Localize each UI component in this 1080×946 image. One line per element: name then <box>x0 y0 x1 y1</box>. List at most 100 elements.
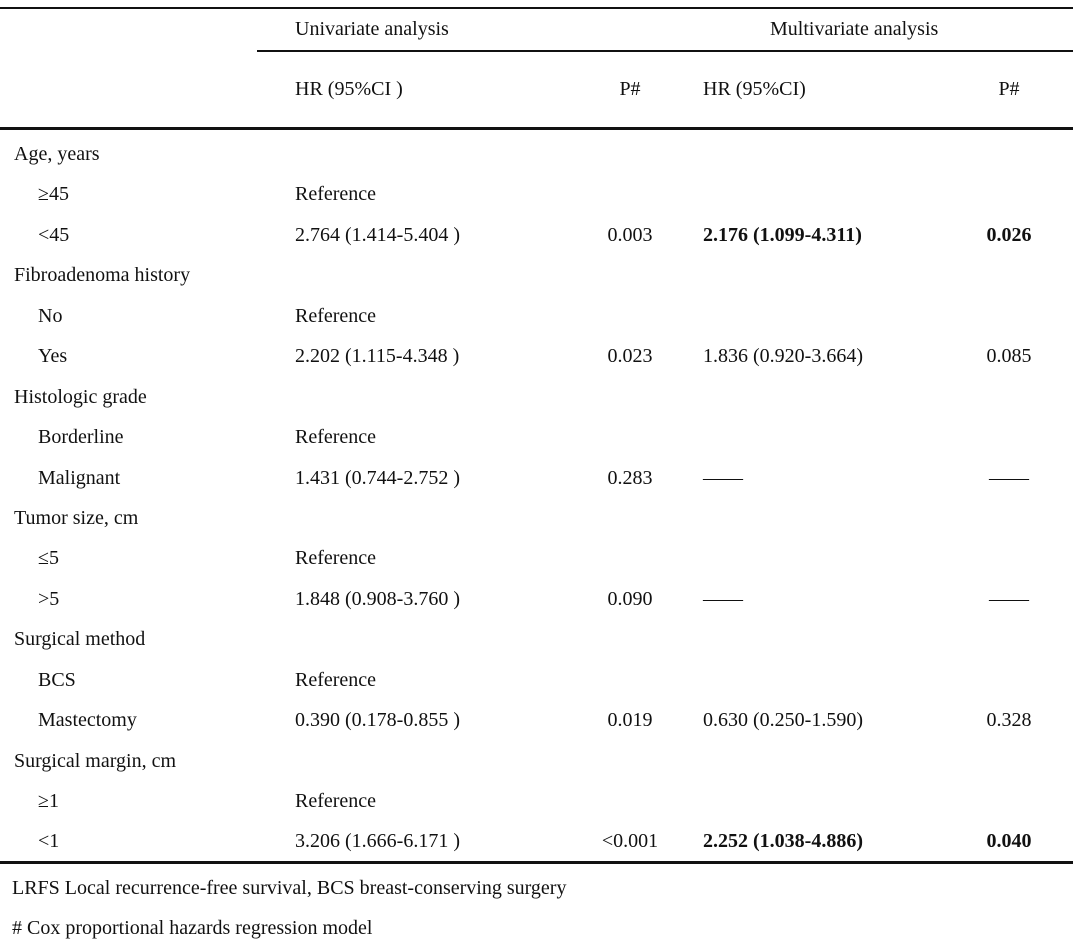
multi-hr-value <box>690 619 945 659</box>
column-header-uni-hr: HR (95%CI ) <box>295 78 403 100</box>
bottom-rule <box>0 861 1073 864</box>
group-header-spacer <box>0 9 281 50</box>
uni-p-value <box>570 781 690 821</box>
row-label: No <box>38 304 63 327</box>
column-header-row: HR (95%CI ) P# HR (95%CI) P# <box>0 52 1073 127</box>
footnote-abbreviations: LRFS Local recurrence-free survival, BCS… <box>12 877 567 899</box>
row-label: Yes <box>38 345 68 368</box>
multi-p-value: —— <box>989 466 1029 489</box>
row-label: Mastectomy <box>38 709 137 732</box>
uni-hr-value: Reference <box>295 547 377 570</box>
multi-p-value: 0.040 <box>986 830 1032 853</box>
column-header-multi-hr: HR (95%CI) <box>703 78 806 100</box>
uni-p-value <box>570 417 690 457</box>
uni-hr-value: Reference <box>295 790 377 812</box>
column-header-spacer <box>0 52 281 127</box>
table-row: Surgical method <box>0 619 1073 659</box>
row-label: Age, years <box>14 143 100 165</box>
multi-p-value <box>945 417 1073 457</box>
multi-p-value: 0.328 <box>986 709 1032 732</box>
multi-p-value <box>945 134 1073 174</box>
multi-hr-value <box>690 377 945 417</box>
uni-hr-value: 2.202 (1.115-4.348 ) <box>295 345 460 368</box>
multi-hr-value <box>690 174 945 214</box>
table-row: No Reference <box>0 296 1073 336</box>
multi-p-value <box>945 296 1073 336</box>
multi-p-value <box>945 619 1073 659</box>
row-label: ≥1 <box>38 790 59 812</box>
multi-hr-value <box>690 134 945 174</box>
uni-hr-value: Reference <box>295 426 377 449</box>
table-row: Borderline Reference <box>0 417 1073 457</box>
uni-p-value <box>570 538 690 578</box>
uni-p-value: 0.023 <box>607 345 653 368</box>
multi-hr-value: 0.630 (0.250-1.590) <box>703 709 863 732</box>
row-label: Tumor size, cm <box>14 506 139 529</box>
uni-p-value <box>570 174 690 214</box>
table-row: Malignant 1.431 (0.744-2.752 ) 0.283 —— … <box>0 458 1073 498</box>
multi-hr-value <box>690 741 945 781</box>
footnote-model: # Cox proportional hazards regression mo… <box>12 917 373 939</box>
uni-hr-value: 2.764 (1.414-5.404 ) <box>295 223 460 246</box>
uni-hr-value <box>281 377 570 417</box>
multi-p-value: 0.085 <box>986 345 1032 368</box>
uni-hr-value: 3.206 (1.666-6.171 ) <box>295 830 460 853</box>
column-header-uni-p: P# <box>619 78 641 100</box>
multi-p-value: —— <box>989 587 1029 610</box>
multi-hr-value <box>690 538 945 578</box>
table-row: ≤5 Reference <box>0 538 1073 578</box>
multi-p-value <box>945 781 1073 821</box>
multi-p-value <box>945 741 1073 781</box>
header-divider-rule <box>0 127 1073 130</box>
multi-hr-value <box>690 255 945 295</box>
uni-p-value <box>570 660 690 700</box>
top-rule <box>0 7 1073 9</box>
table-row: Surgical margin, cm <box>0 741 1073 781</box>
row-label: Histologic grade <box>14 385 147 408</box>
column-header-multi-p: P# <box>998 78 1020 100</box>
table-row: BCS Reference <box>0 660 1073 700</box>
row-label: >5 <box>38 587 60 610</box>
table-row: Fibroadenoma history <box>0 255 1073 295</box>
uni-hr-value <box>281 741 570 781</box>
uni-p-value: 0.090 <box>607 587 653 610</box>
uni-hr-value <box>281 134 570 174</box>
table-row: Yes 2.202 (1.115-4.348 ) 0.023 1.836 (0.… <box>0 336 1073 376</box>
row-label: Malignant <box>38 466 121 489</box>
uni-p-value <box>570 296 690 336</box>
multi-p-value <box>945 538 1073 578</box>
uni-hr-value: Reference <box>295 304 377 327</box>
row-label: Surgical method <box>14 628 146 651</box>
uni-hr-value: 0.390 (0.178-0.855 ) <box>295 709 460 732</box>
group-header-row: Univariate analysis Multivariate analysi… <box>0 9 1073 50</box>
table-body: Age, years ≥45 Reference <45 2.764 (1.41… <box>0 134 1073 862</box>
multi-hr-value: —— <box>703 466 743 489</box>
uni-hr-value <box>281 498 570 538</box>
multi-p-value <box>945 660 1073 700</box>
multi-hr-value: 2.176 (1.099-4.311) <box>703 223 862 246</box>
row-label: ≥45 <box>38 183 69 206</box>
row-label: <45 <box>38 223 70 246</box>
table-row: Histologic grade <box>0 377 1073 417</box>
uni-p-value <box>570 498 690 538</box>
multi-hr-value: 2.252 (1.038-4.886) <box>703 830 863 853</box>
multi-p-value: 0.026 <box>986 223 1032 246</box>
multi-hr-value <box>690 417 945 457</box>
group-header-underline <box>257 50 1073 52</box>
table-row: <45 2.764 (1.414-5.404 ) 0.003 2.176 (1.… <box>0 215 1073 255</box>
uni-hr-value: 1.848 (0.908-3.760 ) <box>295 587 460 610</box>
table-row: Age, years <box>0 134 1073 174</box>
multi-p-value <box>945 377 1073 417</box>
uni-hr-value <box>281 619 570 659</box>
uni-hr-value: Reference <box>295 183 377 206</box>
uni-p-value <box>570 377 690 417</box>
multi-p-value <box>945 498 1073 538</box>
multi-p-value <box>945 174 1073 214</box>
uni-p-value: 0.283 <box>607 466 653 489</box>
multi-hr-value <box>690 781 945 821</box>
multi-p-value <box>945 255 1073 295</box>
multi-hr-value: 1.836 (0.920-3.664) <box>703 345 863 368</box>
uni-p-value: 0.003 <box>607 223 653 246</box>
row-label: Fibroadenoma history <box>14 264 191 287</box>
uni-p-value <box>570 134 690 174</box>
